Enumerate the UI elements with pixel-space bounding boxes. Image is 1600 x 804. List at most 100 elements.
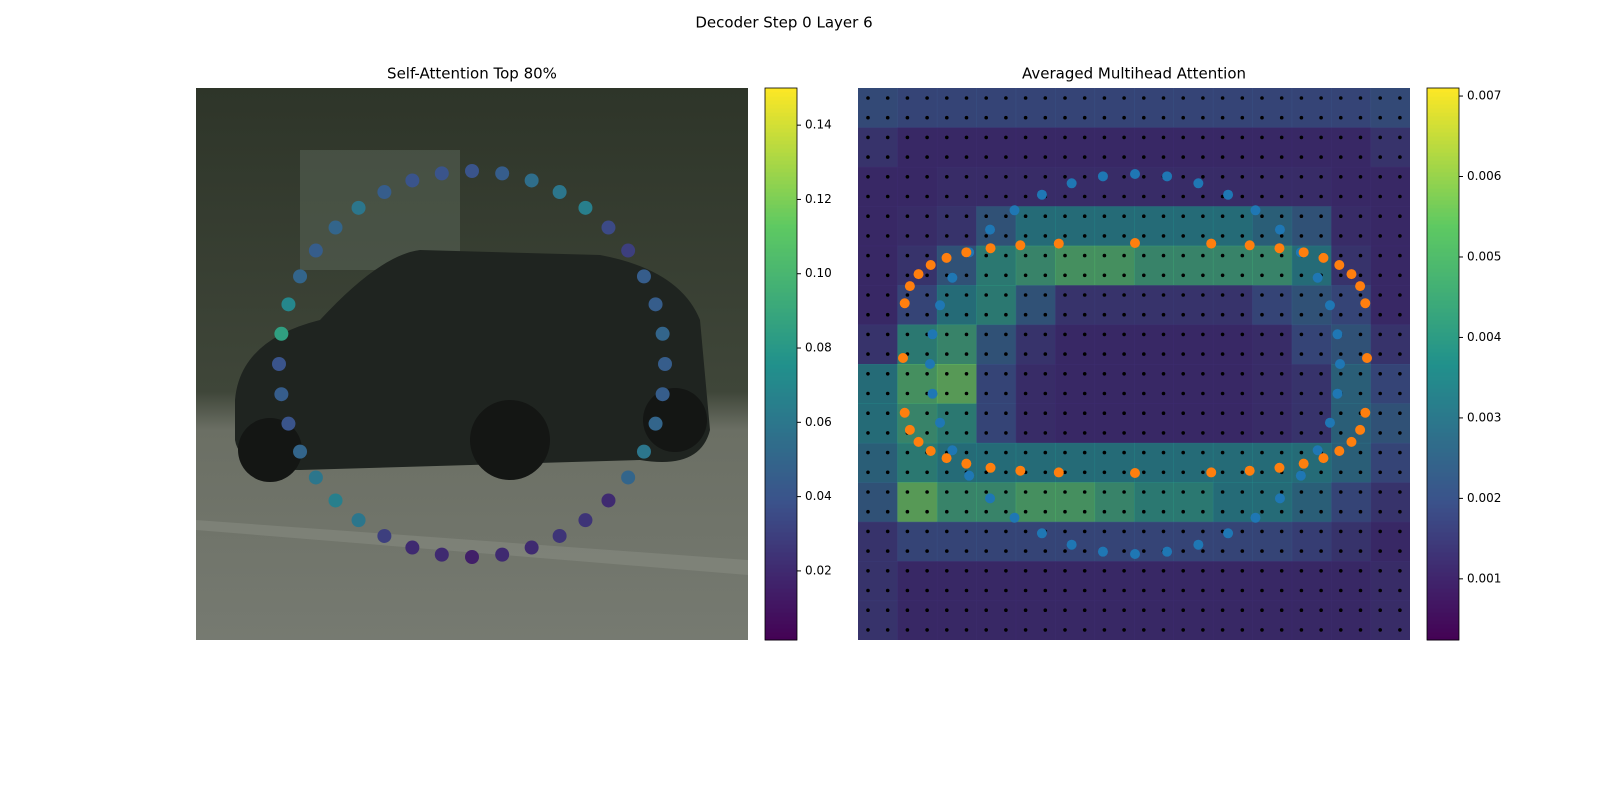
grid-dot (1023, 509, 1028, 514)
colorbar-band (1427, 300, 1459, 305)
reference-point (904, 281, 915, 292)
grid-dot (1142, 194, 1146, 199)
grid-dot (1358, 391, 1363, 396)
photo (196, 88, 748, 640)
grid-dot (905, 332, 910, 337)
reference-point (1053, 467, 1064, 478)
grid-dot (1279, 352, 1284, 356)
colorbar-band (1427, 404, 1459, 409)
grid-dot (1023, 431, 1028, 435)
grid-dot (866, 175, 870, 179)
attention-point (272, 357, 286, 371)
colorbar-band (1427, 164, 1459, 169)
colorbar-band (765, 536, 797, 541)
heatmap-cell (858, 166, 898, 207)
colorbar-band (765, 124, 797, 129)
attention-point (658, 357, 672, 371)
grid-dot (1023, 135, 1028, 140)
grid-dot (1339, 273, 1343, 278)
colorbar-band (765, 600, 797, 605)
colorbar-band (1427, 560, 1459, 565)
colorbar-band (1427, 468, 1459, 473)
heatmap-cell (1055, 482, 1096, 523)
heatmap-cell (1134, 442, 1174, 483)
grid-dot (925, 293, 929, 297)
grid-dot (1299, 332, 1304, 337)
grid-dot (1043, 509, 1048, 514)
grid-dot (945, 608, 949, 612)
colorbar-band (1427, 612, 1459, 617)
grid-dot (925, 253, 929, 258)
heatmap-cell (976, 206, 1017, 247)
heatmap-cell (1173, 245, 1214, 286)
heatmap-cell (1055, 364, 1096, 404)
grid-dot (1122, 628, 1126, 632)
grid-dot (1063, 628, 1067, 632)
heatmap-cell (1094, 206, 1135, 247)
grid-dot (1279, 155, 1284, 159)
heatmap-cell (1252, 403, 1293, 444)
grid-dot (1122, 391, 1126, 396)
grid-dot (1358, 273, 1363, 278)
colorbar-band (1427, 192, 1459, 197)
colorbar-band (765, 616, 797, 621)
grid-dot (885, 155, 890, 159)
grid-dot (1378, 155, 1382, 159)
colorbar-band (765, 564, 797, 569)
attention-point (621, 470, 636, 485)
grid-dot (1161, 155, 1166, 159)
grid-dot (1043, 332, 1048, 337)
grid-dot (1023, 214, 1028, 218)
attention-point (293, 444, 308, 459)
grid-dot (866, 431, 870, 435)
grid-dot (866, 529, 870, 534)
heatmap-cell (1015, 442, 1056, 483)
grid-dot (866, 214, 870, 218)
panel-title: Self-Attention Top 80% (387, 65, 557, 83)
grid-dot (1161, 194, 1166, 199)
grid-dot (1240, 470, 1245, 475)
colorbar-band (1427, 524, 1459, 529)
grid-dot (1063, 194, 1067, 199)
colorbar-band (1427, 268, 1459, 273)
grid-dot (1240, 234, 1245, 238)
grid-dot (1142, 529, 1146, 534)
colorbar-band (1427, 168, 1459, 173)
grid-dot (1142, 273, 1146, 278)
grid-dot (1398, 175, 1402, 179)
attention-point (552, 528, 567, 543)
grid-dot (1023, 234, 1028, 238)
grid-dot (1398, 135, 1402, 140)
grid-dot (866, 569, 870, 573)
reference-point (1355, 281, 1366, 292)
attention-point (434, 547, 449, 562)
grid-dot (1181, 529, 1185, 534)
colorbar-frame (764, 87, 798, 641)
grid-dot (1398, 332, 1402, 337)
colorbar-band (1427, 308, 1459, 313)
query-point (947, 272, 958, 283)
grid-dot (1220, 352, 1225, 356)
grid-dot (1240, 411, 1245, 416)
grid-dot (1260, 431, 1264, 435)
query-point (1250, 205, 1261, 216)
query-point (985, 493, 996, 504)
colorbar-band (765, 196, 797, 201)
grid-dot (1398, 588, 1402, 593)
grid-dot (1378, 175, 1382, 179)
colorbar-band (765, 412, 797, 417)
grid-dot (866, 293, 870, 297)
reference-point (1274, 462, 1285, 473)
grid-dot (1142, 549, 1146, 553)
heatmap-cell (1331, 127, 1372, 168)
grid-dot (1339, 293, 1343, 297)
attention-point (281, 297, 296, 312)
grid-dot (1220, 332, 1225, 337)
grid-dot (1240, 214, 1245, 218)
heatmap-cell (1055, 324, 1096, 365)
grid-dot (1043, 450, 1048, 455)
grid-dot (905, 194, 910, 199)
query-point (1097, 546, 1108, 557)
colorbar-band (1427, 88, 1459, 93)
grid-dot (1358, 135, 1363, 140)
